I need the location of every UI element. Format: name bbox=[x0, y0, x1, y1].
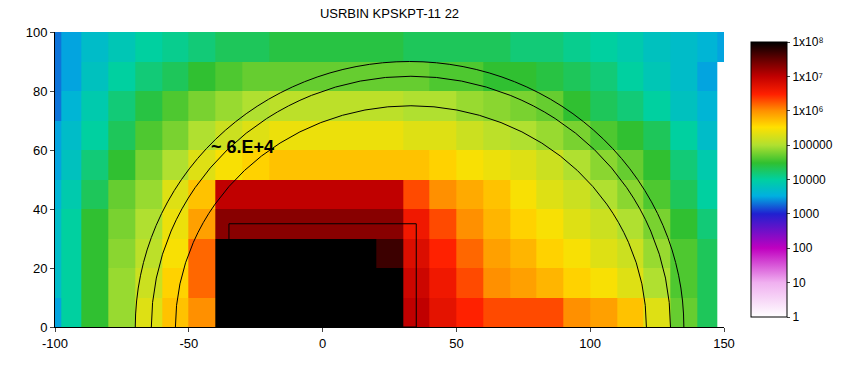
svg-text:10: 10 bbox=[792, 276, 806, 290]
svg-text:0: 0 bbox=[40, 320, 47, 335]
svg-text:-100: -100 bbox=[42, 336, 68, 351]
svg-text:150: 150 bbox=[713, 336, 735, 351]
svg-text:-50: -50 bbox=[179, 336, 198, 351]
svg-text:100: 100 bbox=[579, 336, 601, 351]
svg-text:40: 40 bbox=[33, 202, 47, 217]
svg-text:60: 60 bbox=[33, 143, 47, 158]
svg-text:50: 50 bbox=[449, 336, 463, 351]
svg-text:1x10⁷: 1x10⁷ bbox=[792, 70, 822, 84]
svg-text:0: 0 bbox=[319, 336, 326, 351]
svg-text:1x10⁸: 1x10⁸ bbox=[792, 35, 823, 49]
svg-text:100000: 100000 bbox=[792, 138, 832, 152]
svg-text:100: 100 bbox=[792, 241, 812, 255]
svg-text:1: 1 bbox=[792, 310, 799, 324]
svg-text:80: 80 bbox=[33, 84, 47, 99]
svg-text:100: 100 bbox=[26, 25, 48, 40]
svg-text:USRBIN KPSKPT-11 22: USRBIN KPSKPT-11 22 bbox=[320, 6, 459, 21]
svg-text:1000: 1000 bbox=[792, 207, 819, 221]
svg-text:~ 6.E+4: ~ 6.E+4 bbox=[211, 137, 274, 157]
svg-text:20: 20 bbox=[33, 261, 47, 276]
svg-text:10000: 10000 bbox=[792, 173, 826, 187]
svg-text:1x10⁶: 1x10⁶ bbox=[792, 104, 823, 118]
